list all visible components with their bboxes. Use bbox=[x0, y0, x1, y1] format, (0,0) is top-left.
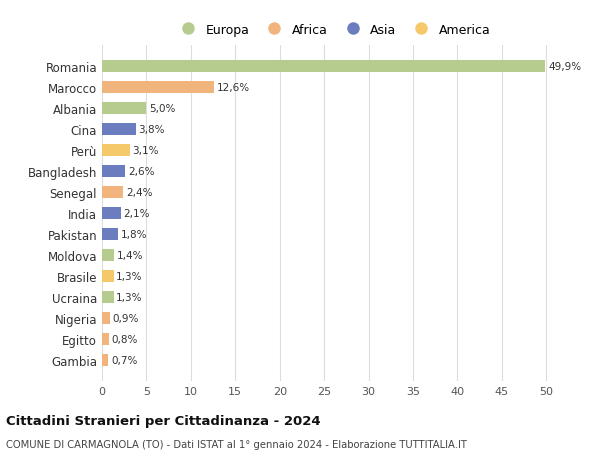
Bar bbox=[102, 166, 125, 177]
Text: 2,6%: 2,6% bbox=[128, 167, 154, 177]
Bar bbox=[102, 103, 146, 114]
Bar bbox=[102, 61, 545, 73]
Text: 2,4%: 2,4% bbox=[126, 188, 152, 197]
Text: 1,4%: 1,4% bbox=[117, 250, 143, 260]
Text: COMUNE DI CARMAGNOLA (TO) - Dati ISTAT al 1° gennaio 2024 - Elaborazione TUTTITA: COMUNE DI CARMAGNOLA (TO) - Dati ISTAT a… bbox=[6, 440, 467, 449]
Text: 0,9%: 0,9% bbox=[113, 313, 139, 323]
Text: 49,9%: 49,9% bbox=[548, 62, 581, 72]
Text: 1,3%: 1,3% bbox=[116, 292, 143, 302]
Text: 0,7%: 0,7% bbox=[111, 355, 137, 365]
Bar bbox=[102, 145, 130, 157]
Text: 3,8%: 3,8% bbox=[139, 125, 165, 134]
Text: 1,8%: 1,8% bbox=[121, 230, 147, 239]
Bar bbox=[102, 124, 136, 135]
Bar bbox=[102, 250, 115, 261]
Bar bbox=[102, 333, 109, 345]
Bar bbox=[102, 354, 108, 366]
Text: 2,1%: 2,1% bbox=[124, 208, 150, 218]
Text: 5,0%: 5,0% bbox=[149, 104, 175, 114]
Text: 12,6%: 12,6% bbox=[217, 83, 250, 93]
Bar bbox=[102, 291, 113, 303]
Text: 0,8%: 0,8% bbox=[112, 334, 138, 344]
Legend: Europa, Africa, Asia, America: Europa, Africa, Asia, America bbox=[170, 19, 496, 42]
Bar bbox=[102, 187, 124, 198]
Bar bbox=[102, 82, 214, 94]
Bar bbox=[102, 313, 110, 324]
Text: Cittadini Stranieri per Cittadinanza - 2024: Cittadini Stranieri per Cittadinanza - 2… bbox=[6, 414, 320, 428]
Bar bbox=[102, 270, 113, 282]
Text: 1,3%: 1,3% bbox=[116, 271, 143, 281]
Text: 3,1%: 3,1% bbox=[132, 146, 159, 156]
Bar bbox=[102, 207, 121, 219]
Bar bbox=[102, 229, 118, 240]
